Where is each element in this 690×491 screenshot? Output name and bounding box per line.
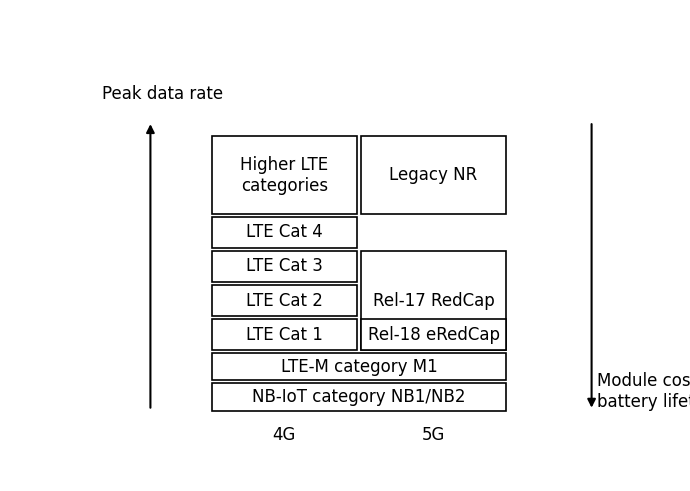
Text: LTE Cat 4: LTE Cat 4	[246, 223, 323, 242]
Text: Rel-18 eRedCap: Rel-18 eRedCap	[368, 326, 500, 344]
FancyBboxPatch shape	[212, 285, 357, 316]
Text: 4G: 4G	[273, 426, 296, 444]
FancyBboxPatch shape	[212, 383, 506, 410]
FancyBboxPatch shape	[361, 136, 506, 214]
Text: LTE Cat 2: LTE Cat 2	[246, 292, 323, 309]
Text: Peak data rate: Peak data rate	[102, 85, 224, 104]
Text: Legacy NR: Legacy NR	[389, 166, 477, 184]
Text: LTE Cat 3: LTE Cat 3	[246, 257, 323, 275]
Text: Higher LTE
categories: Higher LTE categories	[240, 156, 328, 194]
Text: 5G: 5G	[422, 426, 445, 444]
FancyBboxPatch shape	[212, 353, 506, 380]
Text: LTE-M category M1: LTE-M category M1	[281, 357, 437, 376]
Text: Rel-17 RedCap: Rel-17 RedCap	[373, 292, 495, 309]
FancyBboxPatch shape	[212, 319, 357, 350]
FancyBboxPatch shape	[212, 136, 357, 214]
FancyBboxPatch shape	[361, 251, 506, 350]
FancyBboxPatch shape	[361, 319, 506, 350]
Text: Module cost,
battery lifetime: Module cost, battery lifetime	[597, 372, 690, 411]
Text: NB-IoT category NB1/NB2: NB-IoT category NB1/NB2	[253, 388, 466, 406]
FancyBboxPatch shape	[212, 251, 357, 282]
FancyBboxPatch shape	[212, 217, 357, 248]
Text: LTE Cat 1: LTE Cat 1	[246, 326, 323, 344]
